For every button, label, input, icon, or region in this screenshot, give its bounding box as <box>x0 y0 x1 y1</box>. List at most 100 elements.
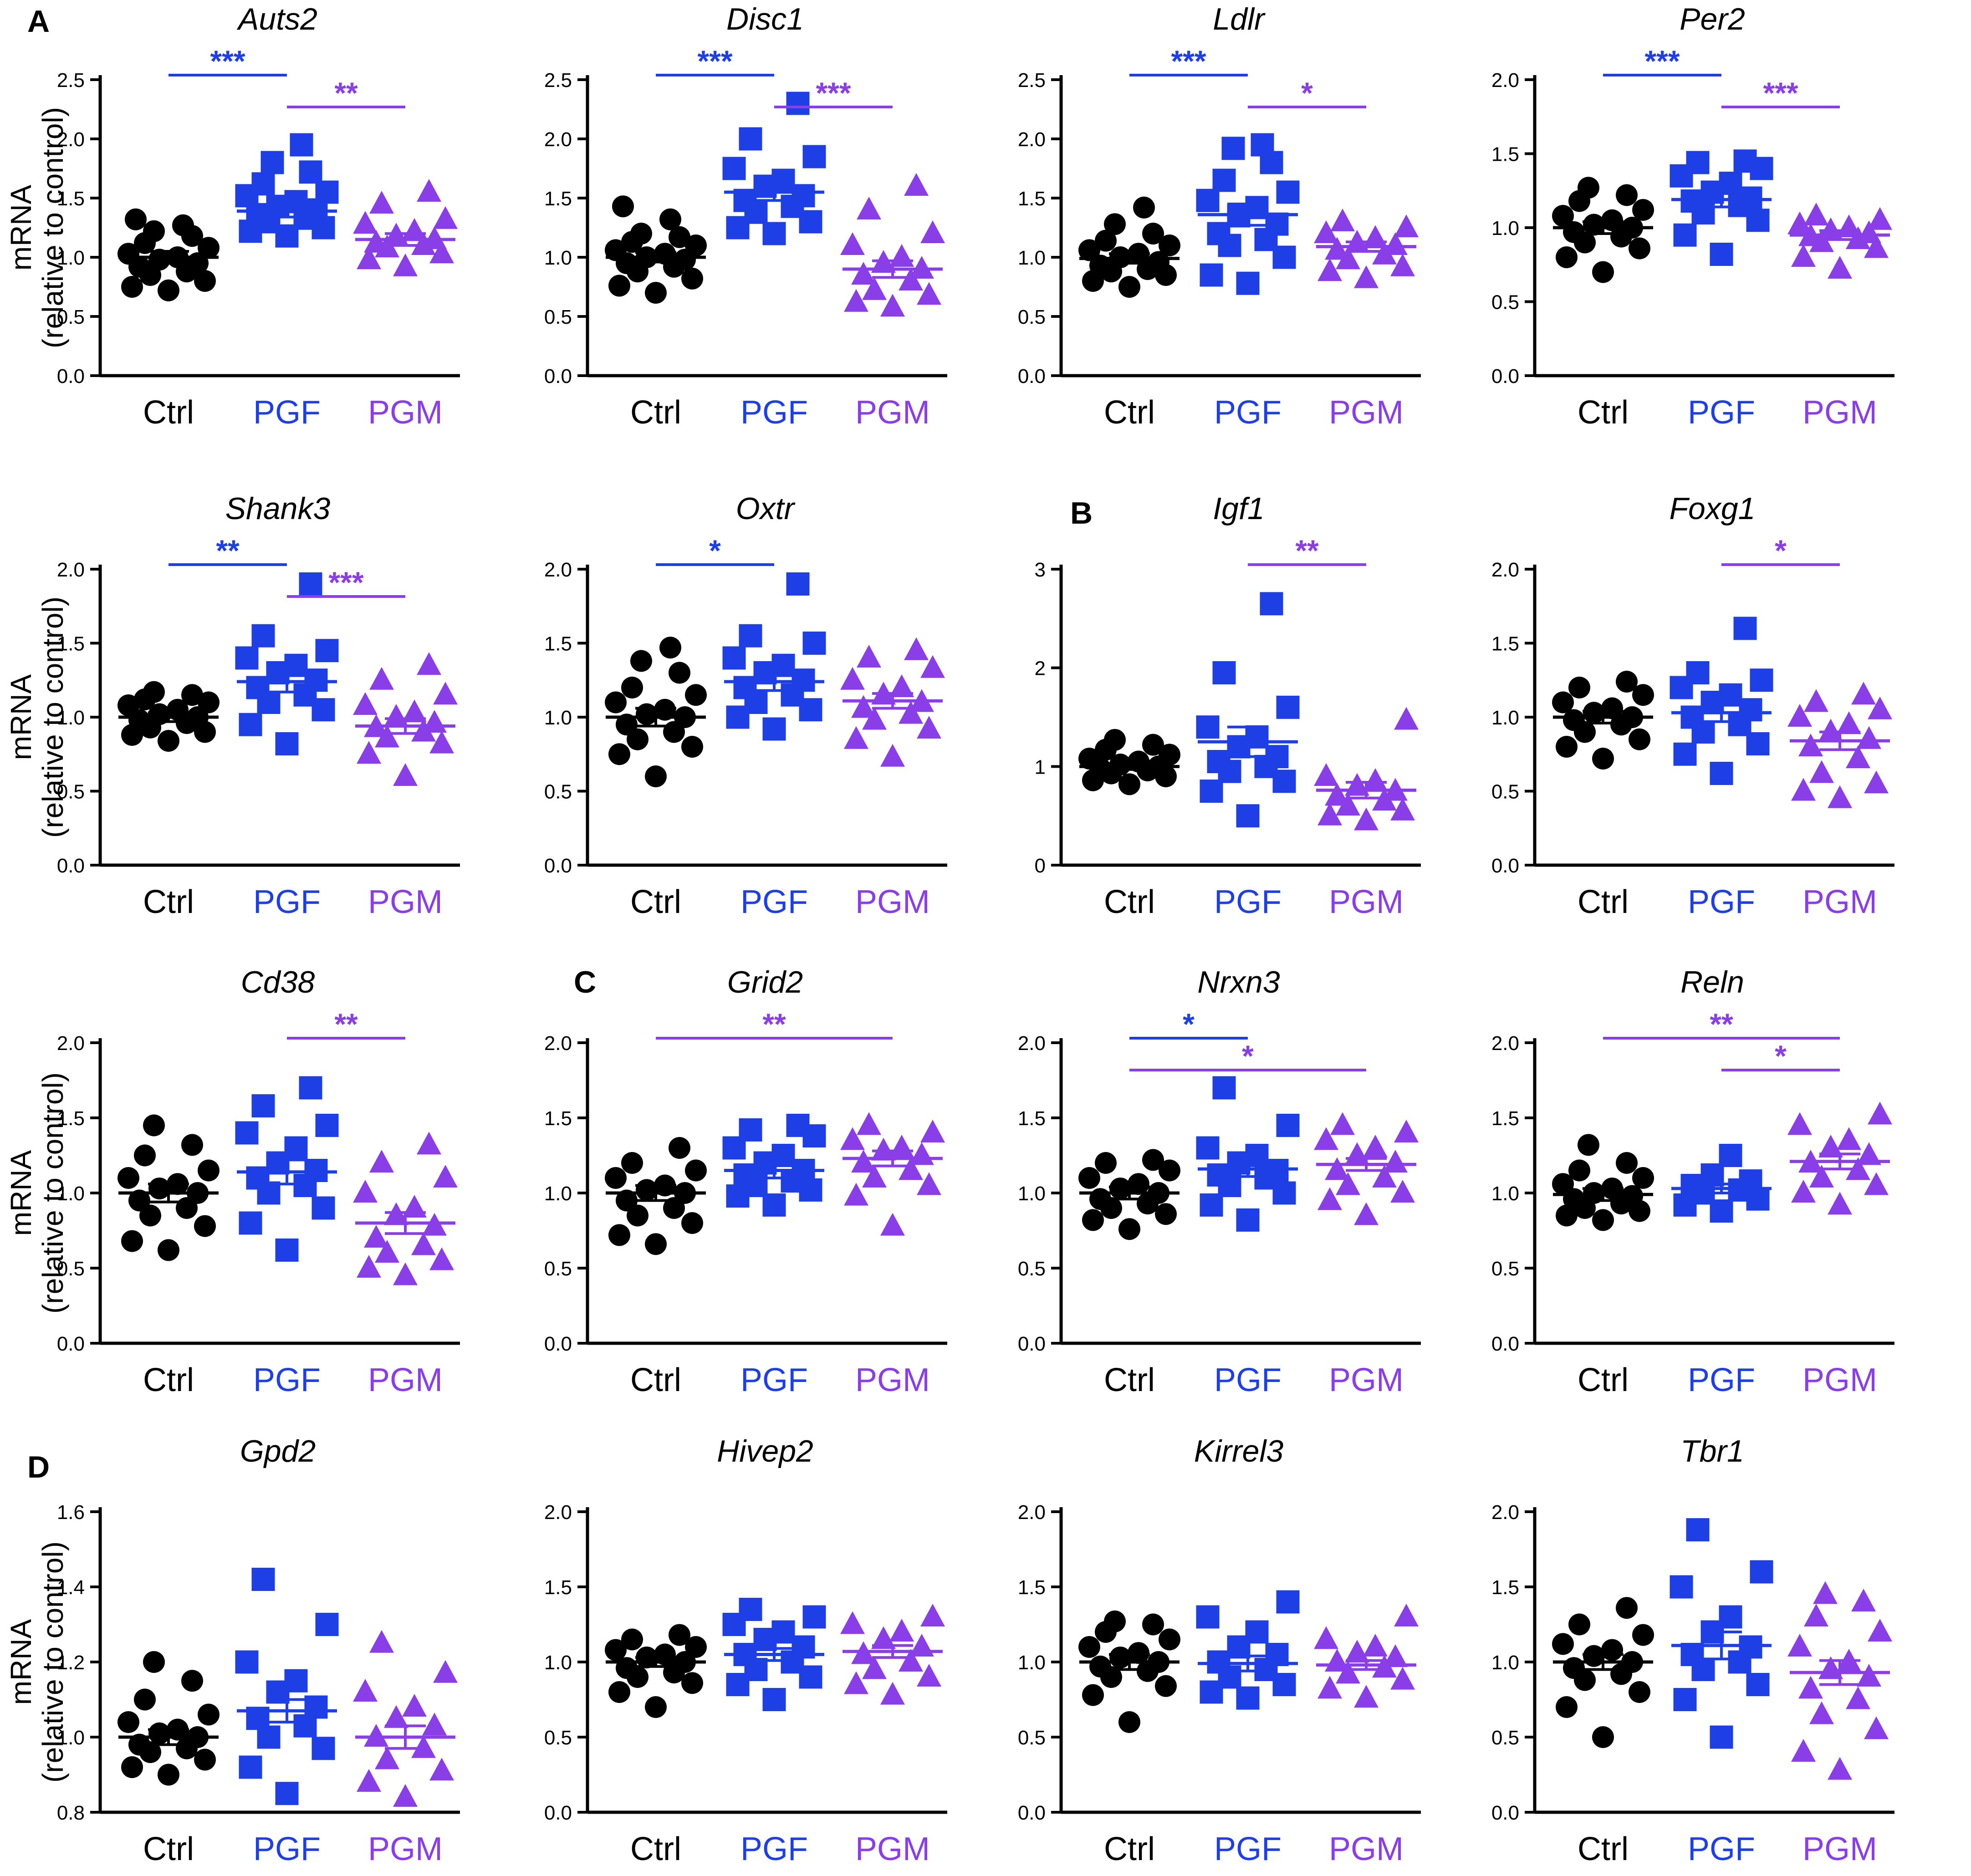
x-tick-label-pgf: PGF <box>1688 884 1755 920</box>
data-point <box>1592 1209 1614 1231</box>
data-point <box>616 714 638 736</box>
y-tick-label: 1.6 <box>57 1501 85 1524</box>
data-point <box>1142 734 1164 756</box>
x-tick-label-pgm: PGM <box>1802 1831 1877 1867</box>
chart-igf1: Igf1 0 1 2 3 Ctrl PGF PGM ** <box>1035 491 1421 920</box>
data-point <box>616 1189 638 1212</box>
data-point <box>275 732 299 755</box>
panel-label-c: C <box>574 965 596 999</box>
data-point <box>621 1152 643 1174</box>
significance-label: ** <box>334 76 358 110</box>
data-point <box>1673 1688 1697 1711</box>
y-tick-label: 2.0 <box>544 1032 572 1055</box>
data-point <box>627 1204 648 1227</box>
data-point <box>1791 244 1816 267</box>
data-point <box>1109 1178 1131 1200</box>
data-point <box>669 1624 690 1646</box>
x-tick-label-ctrl: Ctrl <box>143 1362 194 1398</box>
data-point <box>1791 778 1816 801</box>
data-point <box>880 1213 905 1236</box>
data-point <box>739 1118 762 1142</box>
y-tick-label: 1.4 <box>57 1576 85 1599</box>
series-pgf <box>235 1076 339 1262</box>
data-point <box>1363 1634 1388 1657</box>
significance-label: * <box>1775 534 1787 567</box>
series-pgm <box>840 637 945 767</box>
data-point <box>1078 1636 1100 1658</box>
data-point <box>1601 697 1623 719</box>
x-tick-label-pgf: PGF <box>1214 1362 1282 1398</box>
data-point <box>275 1782 299 1805</box>
data-point <box>158 1764 179 1786</box>
data-point <box>630 650 652 672</box>
data-point <box>1155 1675 1177 1697</box>
data-point <box>1733 617 1757 640</box>
data-point <box>364 1724 388 1747</box>
x-tick-label-pgf: PGF <box>1214 394 1282 431</box>
data-point <box>1251 133 1274 157</box>
chart-title: Nrxn3 <box>1197 965 1280 999</box>
data-point <box>1857 726 1881 749</box>
data-point <box>1325 783 1349 806</box>
y-tick-label: 1.5 <box>57 633 85 655</box>
series-ctrl <box>117 1651 220 1786</box>
series-pgm <box>1787 203 1892 279</box>
data-point <box>422 226 447 249</box>
data-point <box>1828 256 1852 279</box>
x-tick-label-pgf: PGF <box>253 1831 321 1867</box>
significance-label: *** <box>1763 76 1798 110</box>
data-point <box>194 1215 216 1237</box>
data-point <box>393 1262 418 1285</box>
data-point <box>1095 229 1117 252</box>
data-point <box>685 684 707 706</box>
series-pgf <box>235 572 339 755</box>
data-point <box>1082 1684 1104 1706</box>
y-tick-label: 0.5 <box>1491 781 1519 803</box>
data-point <box>433 1660 458 1683</box>
data-point <box>429 1758 454 1781</box>
x-tick-label-pgm: PGM <box>1802 394 1877 431</box>
y-tick-label: 0.5 <box>544 1727 572 1749</box>
y-tick-label: 1.0 <box>1491 217 1519 240</box>
data-point <box>1354 1685 1379 1708</box>
data-point <box>1787 211 1812 234</box>
data-point <box>181 1670 203 1692</box>
series-ctrl <box>1078 1149 1180 1240</box>
data-point <box>433 1165 458 1188</box>
data-point <box>117 694 139 716</box>
data-point <box>1133 196 1155 219</box>
data-point <box>1390 253 1415 276</box>
significance-label: * <box>1242 1039 1254 1073</box>
x-tick-label-pgm: PGM <box>1802 1362 1877 1398</box>
data-point <box>1089 1188 1111 1210</box>
y-axis-label-row-2: mRNA(relative to control) <box>5 596 69 838</box>
data-point <box>1556 1696 1578 1718</box>
data-point <box>802 1605 826 1629</box>
data-point <box>1078 239 1100 261</box>
data-point <box>393 1784 418 1807</box>
data-point <box>1828 1192 1852 1215</box>
data-point <box>1109 1647 1131 1669</box>
data-point <box>251 172 275 196</box>
chart-title: Igf1 <box>1213 491 1264 526</box>
y-tick-label: 2.0 <box>1018 1501 1046 1524</box>
data-point <box>880 294 905 317</box>
data-point <box>235 646 259 670</box>
data-point <box>605 1167 627 1189</box>
series-ctrl <box>605 1137 707 1255</box>
data-point <box>786 572 810 596</box>
series-ctrl <box>1552 671 1654 770</box>
data-point <box>198 1703 220 1726</box>
data-point <box>630 223 652 245</box>
data-point <box>663 1197 685 1219</box>
data-point <box>1314 220 1338 243</box>
y-tick-label: 0.5 <box>57 306 85 328</box>
data-point <box>1212 168 1236 192</box>
data-point <box>1739 698 1762 722</box>
data-point <box>1798 734 1823 756</box>
series-pgf <box>722 1114 826 1217</box>
data-point <box>239 1211 262 1235</box>
x-tick-label-ctrl: Ctrl <box>1104 394 1155 431</box>
data-point <box>239 713 262 736</box>
